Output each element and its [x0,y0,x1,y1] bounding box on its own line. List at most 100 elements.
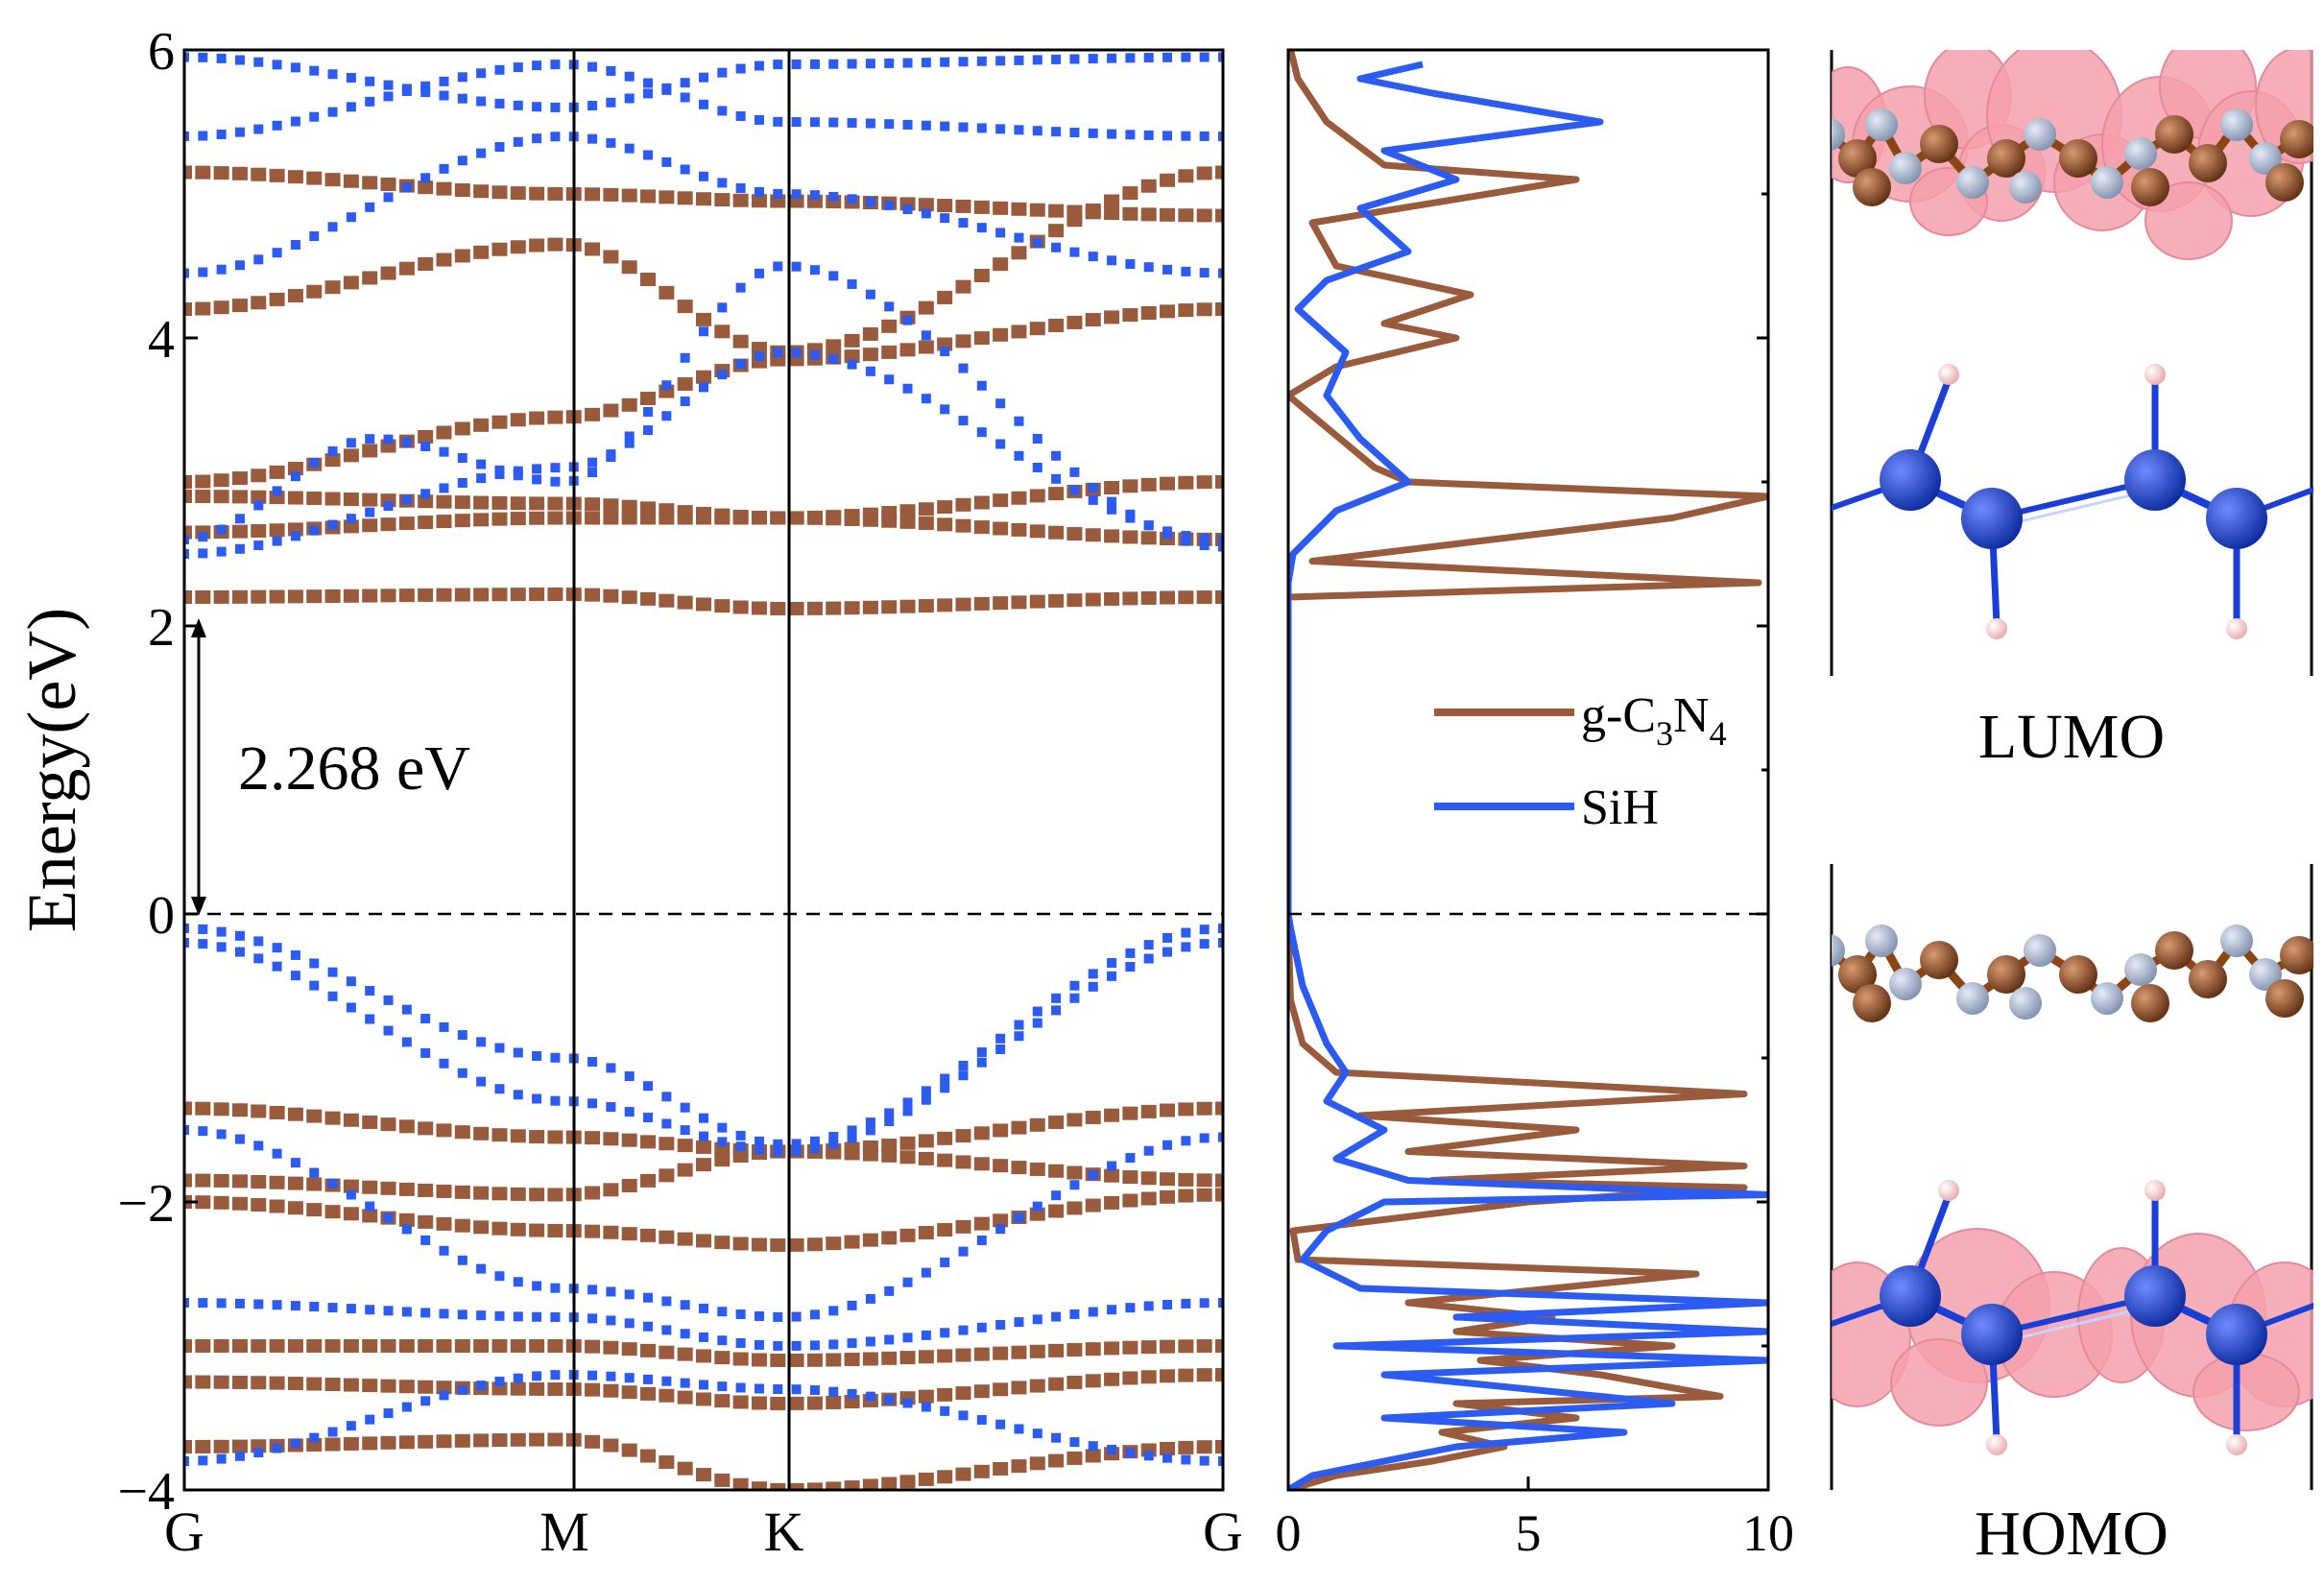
band-point [383,995,394,1005]
band-point [306,1377,323,1391]
band-point [973,200,990,214]
band-point [1107,255,1117,266]
carbon-atom [2189,960,2227,998]
band-point [1140,531,1157,545]
band-point [473,588,490,602]
band-point [454,1125,470,1140]
band-point [603,1225,619,1239]
band-point [1181,1298,1191,1309]
band-point [231,299,248,313]
band-point [993,1213,1009,1228]
band-point [640,501,657,516]
band-point [677,191,693,205]
band-point [696,1349,711,1363]
band-point [828,1139,839,1149]
band-point [436,515,452,529]
band-point [621,1178,637,1192]
band-point [865,366,875,376]
band-point [324,1437,341,1452]
band-point [473,495,490,510]
band-point [494,1043,505,1053]
band-point [585,497,601,512]
band-point [993,1346,1009,1360]
band-point [643,150,654,160]
band-point [547,410,563,424]
band-point [921,1330,931,1340]
band-point [398,516,415,531]
band-point [1122,479,1138,493]
band-point [398,261,415,276]
band-point [491,242,508,256]
band-point [420,1014,431,1024]
carbon-atom [1987,955,2025,994]
band-point [346,514,356,524]
band-point [680,1102,690,1113]
band-point [844,1480,860,1490]
band-point [1162,947,1173,957]
band-point [751,1237,767,1252]
band-point [510,512,526,526]
band-point [606,65,616,76]
band-point [606,449,616,460]
band-point [773,261,783,272]
hydrogen-atom [1938,1180,1959,1201]
band-point [921,1086,931,1096]
band-point [844,601,860,615]
band-point [420,1235,431,1245]
band-point [770,1353,786,1367]
band-point [1107,496,1117,507]
band-point [1029,1162,1045,1176]
band-point [754,114,764,125]
band-point [269,589,285,604]
band-point [1122,1371,1138,1385]
band-point [1160,1172,1176,1187]
band-point [1140,477,1157,492]
band-point [439,1309,449,1319]
band-point [1218,541,1223,552]
band-point [606,1102,616,1113]
band-point [1088,54,1098,64]
band-point [439,1245,449,1256]
band-point [1048,224,1065,238]
homo-sih-layer [1832,1180,2313,1455]
band-point [454,249,470,263]
band-point [195,589,211,604]
band-point [714,1153,731,1167]
band-point [1160,207,1176,222]
band-point [714,508,731,522]
carbon-atom [1920,125,1958,163]
band-point [955,497,971,512]
band-point [380,588,396,603]
carbon-atom [2265,163,2304,202]
band-point [383,1306,394,1316]
band-point [937,1131,953,1145]
band-point [290,471,300,482]
band-point [327,69,338,80]
band-point [532,474,542,485]
lumo-gc3n4-layer [1832,108,2313,206]
band-point [735,1309,746,1319]
band-point [380,1435,396,1450]
band-point [955,518,971,533]
band-point [324,1205,341,1219]
band-point [269,1339,285,1353]
band-point [717,1122,728,1133]
band-point [902,119,913,130]
band-point [937,517,953,532]
band-point [773,1146,783,1157]
band-point [510,240,526,254]
band-point [532,1093,542,1104]
band-point [773,1383,783,1394]
band-point [696,370,711,384]
band-point [1178,1102,1194,1117]
band-point [1196,590,1212,605]
band-point [680,1125,690,1136]
band-point [603,187,619,202]
band-point [513,1311,523,1322]
band-point [1069,485,1080,495]
band-point [659,1230,675,1244]
band-point [881,506,898,520]
band-point [184,535,189,544]
band-point [306,1109,323,1123]
